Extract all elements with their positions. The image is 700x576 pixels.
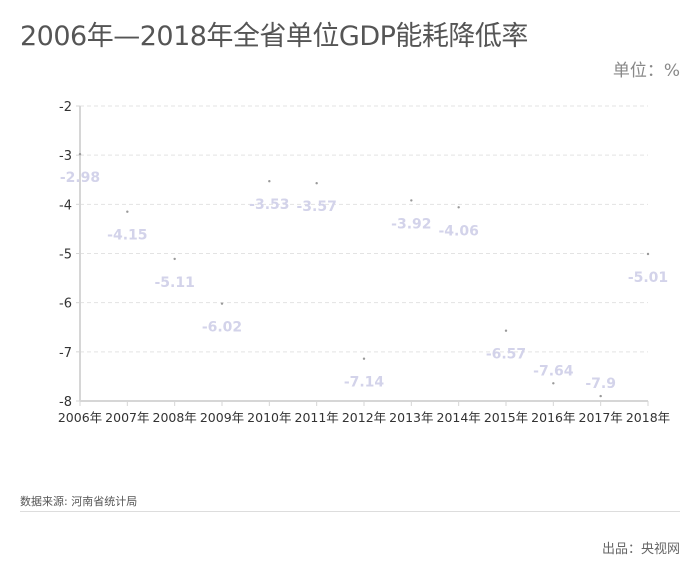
data-point <box>315 181 318 185</box>
x-tick-label: 2008年 <box>153 410 197 425</box>
unit-label: 单位：% <box>612 61 680 81</box>
y-tick-label: -3 <box>59 149 72 164</box>
x-tick-label: 2007年 <box>105 410 149 425</box>
data-point <box>552 382 555 385</box>
data-point <box>599 394 602 398</box>
data-point <box>173 257 176 261</box>
data-label: -4.06 <box>438 223 478 239</box>
x-tick-label: 2015年 <box>484 410 528 425</box>
data-label: -7.64 <box>533 363 574 379</box>
data-label: -3.57 <box>296 199 336 215</box>
x-tick-label: 2016年 <box>531 410 575 425</box>
data-point <box>504 329 508 332</box>
x-tick-label: 2011年 <box>295 410 339 425</box>
data-label: -5.11 <box>154 275 194 291</box>
divider <box>20 511 680 512</box>
chart-title: 2006年—2018年全省单位GDP能耗降低率 <box>20 21 528 52</box>
y-tick-label: -8 <box>59 395 72 410</box>
data-source: 数据来源: 河南省统计局 <box>20 495 138 508</box>
y-tick-label: -4 <box>59 198 72 213</box>
data-label: -3.53 <box>249 197 289 213</box>
y-tick-label: -7 <box>59 346 72 361</box>
data-label: -6.02 <box>202 320 242 336</box>
x-tick-label: 2018年 <box>626 410 670 425</box>
x-tick-label: 2009年 <box>200 410 244 425</box>
data-point <box>410 199 413 202</box>
data-label: -7.9 <box>585 376 616 392</box>
x-tick-label: 2013年 <box>389 410 433 425</box>
data-label: -6.57 <box>486 347 526 363</box>
data-point <box>220 302 224 305</box>
data-point <box>362 357 366 360</box>
y-tick-label: -6 <box>59 297 72 312</box>
data-point <box>268 180 271 183</box>
data-point <box>126 210 129 213</box>
x-tick-label: 2014年 <box>437 410 481 425</box>
data-point <box>457 206 460 209</box>
data-point <box>78 152 82 156</box>
x-tick-label: 2006年 <box>58 410 102 425</box>
x-tick-label: 2010年 <box>247 410 291 425</box>
data-point <box>646 252 650 256</box>
data-label: -7.14 <box>344 375 385 391</box>
data-label: -5.01 <box>628 270 668 286</box>
x-tick-label: 2017年 <box>579 410 623 425</box>
data-label: -4.15 <box>107 228 147 244</box>
data-label: -3.92 <box>391 216 431 232</box>
data-label: -2.98 <box>60 170 100 186</box>
x-tick-label: 2012年 <box>342 410 386 425</box>
y-tick-label: -2 <box>59 100 72 115</box>
y-tick-label: -5 <box>59 248 72 263</box>
credit: 出品：央视网 <box>601 542 680 557</box>
